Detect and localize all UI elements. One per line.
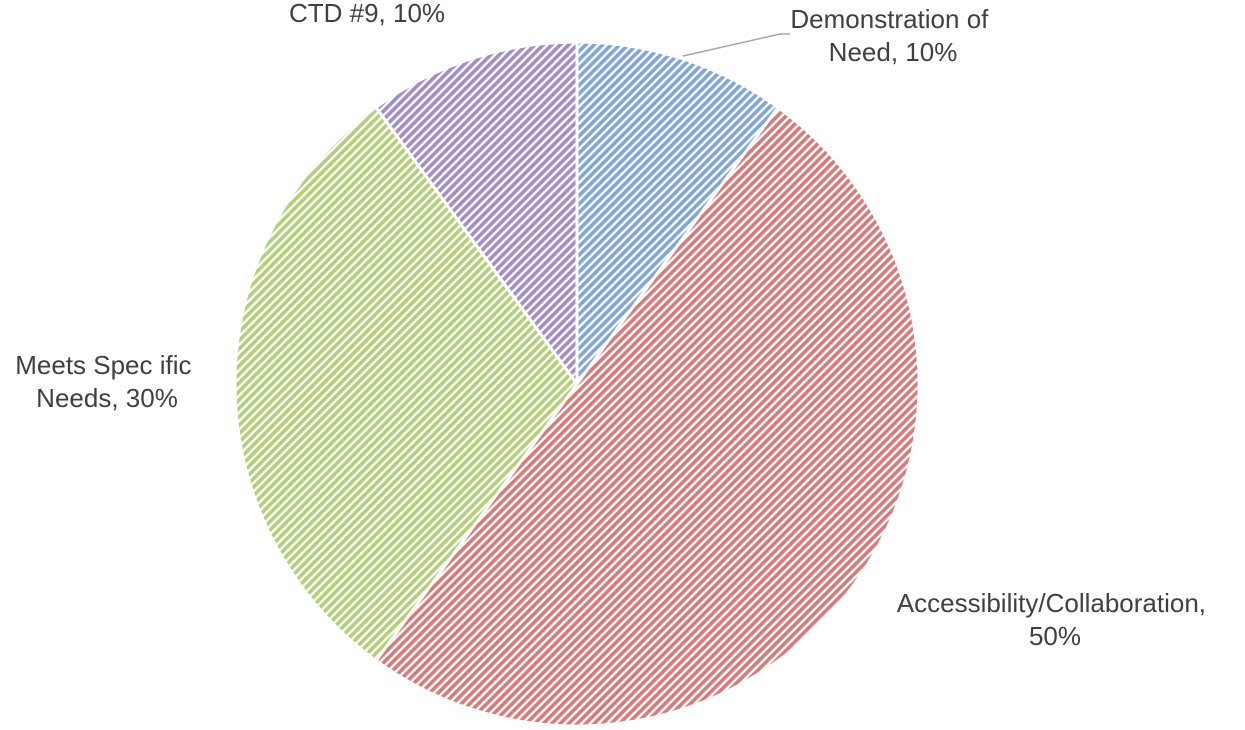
pie-slice [575,40,781,389]
pie-slice [233,105,579,663]
data-label: Meets Spec ific Needs, 30% [15,350,199,413]
data-label: Accessibility/Collaboration, 50% [897,588,1213,651]
leader-line [682,33,790,57]
data-label: Demonstration of Need, 10% [790,4,995,67]
pie-slice [373,105,921,728]
data-label: CTD #9, 10% [289,0,445,28]
pie-slice [373,40,579,389]
